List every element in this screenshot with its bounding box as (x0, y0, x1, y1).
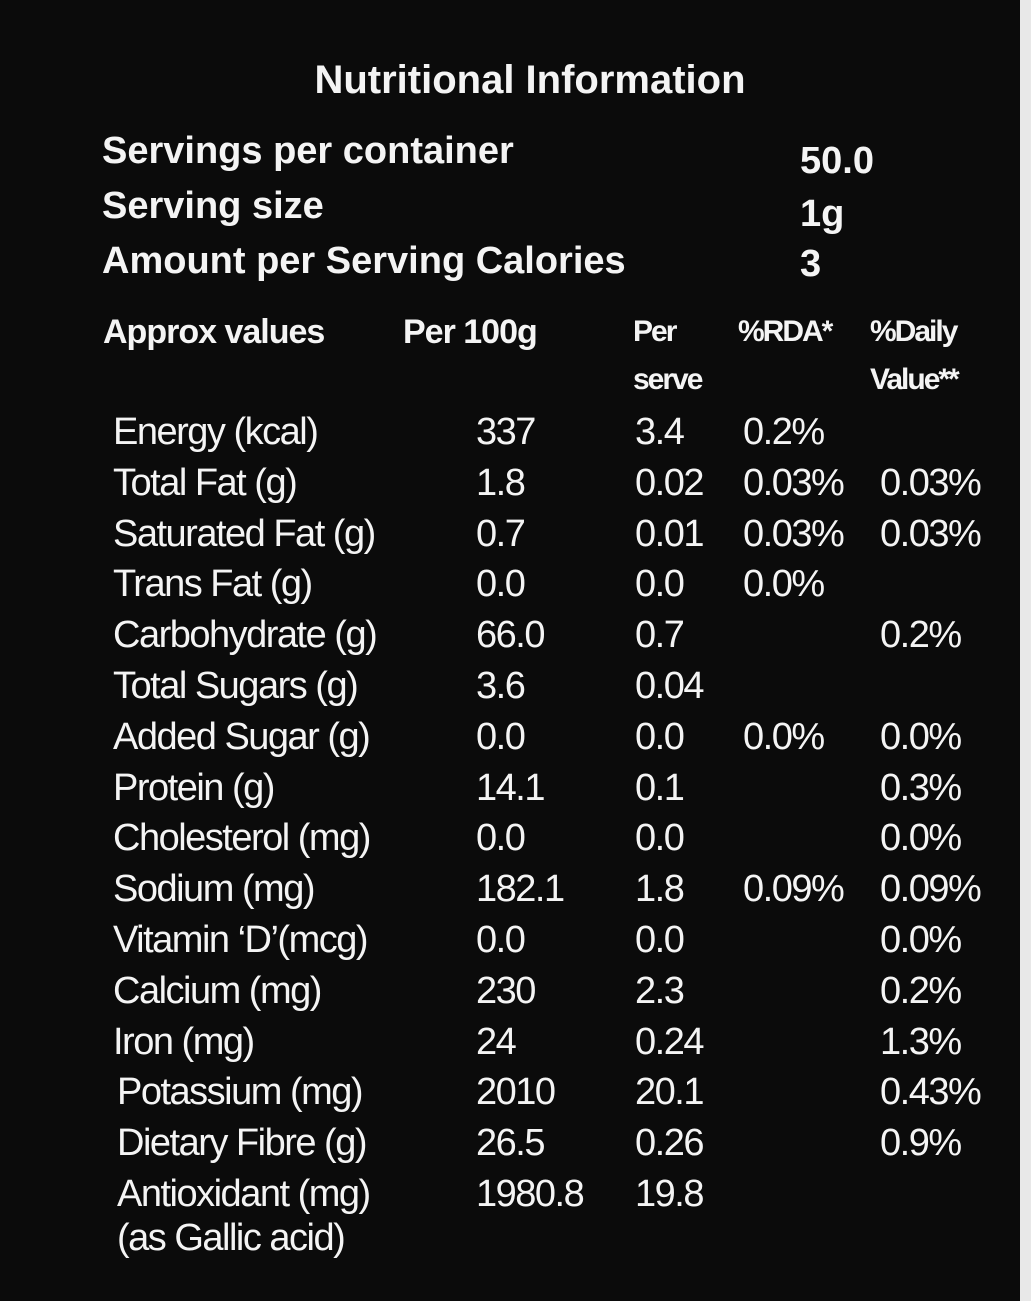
row-value: 0.0% (743, 715, 825, 758)
row-value: 182.1 (476, 868, 565, 911)
column-header: %RDA* (738, 315, 833, 348)
row-value: 0.9% (880, 1122, 962, 1165)
row-label: Saturated Fat (g) (113, 512, 376, 555)
row-value: 0.26 (635, 1122, 704, 1165)
summary-label: Serving size (102, 185, 324, 227)
row-label: Dietary Fibre (g) (117, 1122, 368, 1165)
summary-value: 1g (800, 193, 845, 235)
row-value: 1.8 (476, 461, 526, 504)
row-value: 26.5 (476, 1122, 545, 1165)
row-value: 1.3% (880, 1020, 962, 1063)
row-value: 0.09% (743, 868, 845, 911)
row-value: 0.2% (743, 411, 825, 453)
row-value: 0.03% (743, 461, 845, 504)
row-value: 0.0% (880, 715, 962, 758)
row-label: Added Sugar (g) (113, 715, 371, 758)
row-value: 3.6 (476, 665, 526, 707)
summary-value: 3 (800, 243, 822, 285)
row-label: Energy (kcal) (113, 411, 319, 453)
row-value: 0.0 (635, 817, 685, 860)
row-label: Protein (g) (113, 766, 275, 809)
row-value: 0.0 (476, 715, 526, 758)
row-value: 66.0 (476, 614, 545, 657)
row-value: 0.02 (635, 461, 704, 504)
row-value: 1980.8 (476, 1173, 585, 1215)
summary-label: Amount per Serving Calories (102, 240, 626, 282)
row-label: Iron (mg) (113, 1020, 255, 1063)
row-value: 24 (476, 1020, 517, 1063)
row-label: Carbohydrate (g) (113, 614, 378, 657)
row-value: 20.1 (635, 1071, 704, 1114)
row-value: 0.0% (743, 563, 825, 606)
row-label: Vitamin ‘D’(mcg) (113, 919, 369, 961)
column-header: Approx values (103, 313, 325, 351)
row-value: 0.0 (476, 919, 526, 961)
row-value: 1.8 (635, 868, 685, 911)
row-label: Sodium (mg) (113, 868, 316, 911)
row-value: 0.2% (880, 614, 962, 657)
row-value: 0.0 (635, 563, 685, 606)
row-value: 19.8 (635, 1173, 704, 1215)
row-value: 0.01 (635, 512, 704, 555)
row-value: 0.24 (635, 1020, 704, 1063)
row-value: 0.2% (880, 969, 962, 1012)
row-label: Trans Fat (g) (113, 563, 313, 606)
row-value: 0.0 (635, 715, 685, 758)
column-header: Per 100g (403, 313, 538, 351)
row-label: Antioxidant (mg) (as Gallic acid) (117, 1173, 371, 1259)
row-value: 0.03% (880, 512, 982, 555)
row-value: 0.0 (476, 817, 526, 860)
row-value: 0.0 (635, 919, 685, 961)
row-label: Calcium (mg) (113, 969, 322, 1012)
row-value: 3.4 (635, 411, 685, 453)
row-label: Potassium (mg) (117, 1071, 364, 1114)
summary-label: Servings per container (102, 130, 514, 172)
row-label: Cholesterol (mg) (113, 817, 371, 860)
row-value: 0.03% (743, 512, 845, 555)
column-header: Per serve (633, 315, 703, 396)
row-value: 337 (476, 411, 536, 453)
row-value: 0.7 (476, 512, 526, 555)
row-value: 0.1 (635, 766, 685, 809)
row-value: 0.09% (880, 868, 982, 911)
row-value: 0.03% (880, 461, 982, 504)
row-value: 230 (476, 969, 536, 1012)
row-value: 0.7 (635, 614, 685, 657)
title: Nutritional Information (314, 58, 746, 102)
edge (1020, 0, 1031, 1301)
column-header: %Daily Value** (870, 315, 960, 396)
row-value: 2.3 (635, 969, 685, 1012)
row-label: Total Fat (g) (113, 461, 298, 504)
row-value: 0.43% (880, 1071, 982, 1114)
row-value: 0.3% (880, 766, 962, 809)
row-value: 14.1 (476, 766, 545, 809)
row-value: 0.0 (476, 563, 526, 606)
row-value: 0.0% (880, 817, 962, 860)
row-label: Total Sugars (g) (113, 665, 359, 707)
row-value: 2010 (476, 1071, 556, 1114)
row-value: 0.04 (635, 665, 704, 707)
summary-value: 50.0 (800, 140, 874, 182)
row-value: 0.0% (880, 919, 962, 961)
